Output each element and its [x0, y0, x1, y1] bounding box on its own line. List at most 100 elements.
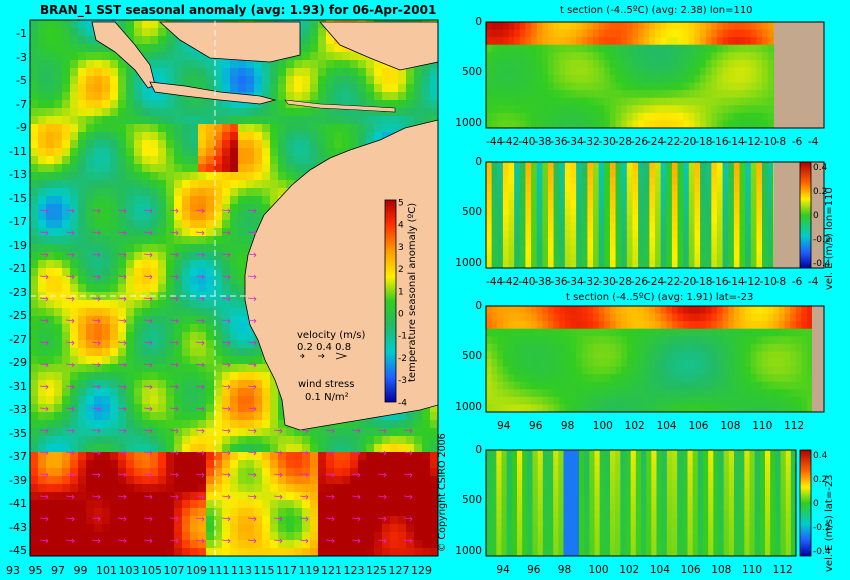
field-cell	[158, 460, 166, 468]
section-cell	[716, 59, 724, 68]
field-cell	[174, 44, 182, 52]
field-cell	[134, 468, 142, 476]
field-cell	[358, 68, 366, 76]
field-cell	[62, 28, 70, 36]
field-cell	[118, 156, 126, 164]
section-cell	[745, 199, 752, 208]
section-cell	[598, 52, 605, 61]
field-cell	[238, 244, 246, 252]
section-cell	[745, 67, 752, 76]
field-cell	[302, 132, 310, 140]
field-cell	[414, 68, 422, 76]
field-cell	[94, 324, 102, 332]
section-cell	[739, 22, 746, 31]
field-cell	[102, 284, 110, 292]
field-cell	[166, 372, 174, 380]
section-cell	[660, 59, 667, 68]
field-cell	[230, 364, 238, 372]
field-cell	[334, 108, 342, 116]
field-cell	[350, 444, 358, 452]
field-cell	[158, 516, 166, 524]
field-cell	[150, 364, 158, 372]
section-cell	[705, 112, 712, 121]
field-cell	[398, 508, 406, 516]
field-cell	[294, 140, 302, 148]
field-cell	[94, 156, 102, 164]
field-cell	[342, 132, 350, 140]
section-cell	[733, 177, 740, 186]
field-cell	[30, 452, 38, 460]
field-cell	[310, 92, 318, 100]
section-cell	[502, 29, 510, 38]
wind-arrow	[351, 494, 361, 500]
field-cell	[94, 380, 102, 388]
map-lat-tick: -31	[9, 379, 27, 393]
field-cell	[406, 92, 414, 100]
field-cell	[94, 292, 102, 300]
field-cell	[118, 348, 126, 356]
field-cell	[254, 524, 262, 532]
field-cell	[86, 500, 94, 508]
field-cell	[286, 492, 294, 500]
field-cell	[30, 340, 38, 348]
field-cell	[398, 548, 406, 556]
field-cell	[134, 212, 142, 220]
field-cell	[358, 532, 366, 540]
section-cell	[711, 184, 718, 193]
wind-arrow	[39, 384, 49, 390]
field-cell	[278, 60, 286, 68]
field-cell	[54, 364, 62, 372]
field-cell	[166, 476, 174, 484]
section-cell	[536, 97, 543, 106]
field-cell	[46, 212, 54, 220]
field-cell	[182, 156, 190, 164]
field-cell	[126, 420, 134, 428]
field-cell	[70, 108, 78, 116]
section-cell	[604, 59, 611, 68]
section-cell	[643, 67, 650, 76]
section-cell	[649, 29, 656, 38]
field-cell	[62, 508, 70, 516]
field-cell	[142, 164, 150, 172]
field-cell	[206, 412, 214, 420]
field-cell	[46, 476, 54, 484]
field-cell	[238, 180, 246, 188]
section-cell	[621, 192, 628, 201]
field-cell	[78, 220, 86, 228]
section-cell	[502, 199, 510, 208]
field-cell	[110, 500, 118, 508]
field-cell	[198, 332, 206, 340]
field-cell	[286, 484, 294, 492]
field-cell	[158, 188, 166, 196]
field-cell	[214, 172, 222, 180]
field-cell	[86, 476, 94, 484]
section-cell	[576, 184, 583, 193]
wind-arrow	[39, 274, 49, 280]
field-cell	[422, 84, 430, 92]
section-cell	[649, 82, 656, 91]
section-cell	[570, 105, 577, 114]
field-cell	[134, 228, 142, 236]
field-cell	[38, 372, 46, 380]
section-cell	[570, 162, 577, 171]
wind-arrow	[403, 494, 413, 500]
section-cell	[632, 169, 639, 178]
field-cell	[238, 468, 246, 476]
section-cell	[621, 90, 628, 99]
field-cell	[46, 460, 54, 468]
field-cell	[134, 148, 142, 156]
field-cell	[46, 396, 54, 404]
field-cell	[270, 196, 278, 204]
field-cell	[198, 236, 206, 244]
field-cell	[94, 92, 102, 100]
field-cell	[126, 524, 134, 532]
section-cell	[531, 22, 538, 31]
field-cell	[86, 524, 94, 532]
field-cell	[278, 76, 286, 84]
field-cell	[142, 532, 150, 540]
field-cell	[230, 172, 238, 180]
field-cell	[54, 252, 62, 260]
section-cell	[576, 59, 583, 68]
field-cell	[174, 420, 182, 428]
field-cell	[190, 316, 198, 324]
